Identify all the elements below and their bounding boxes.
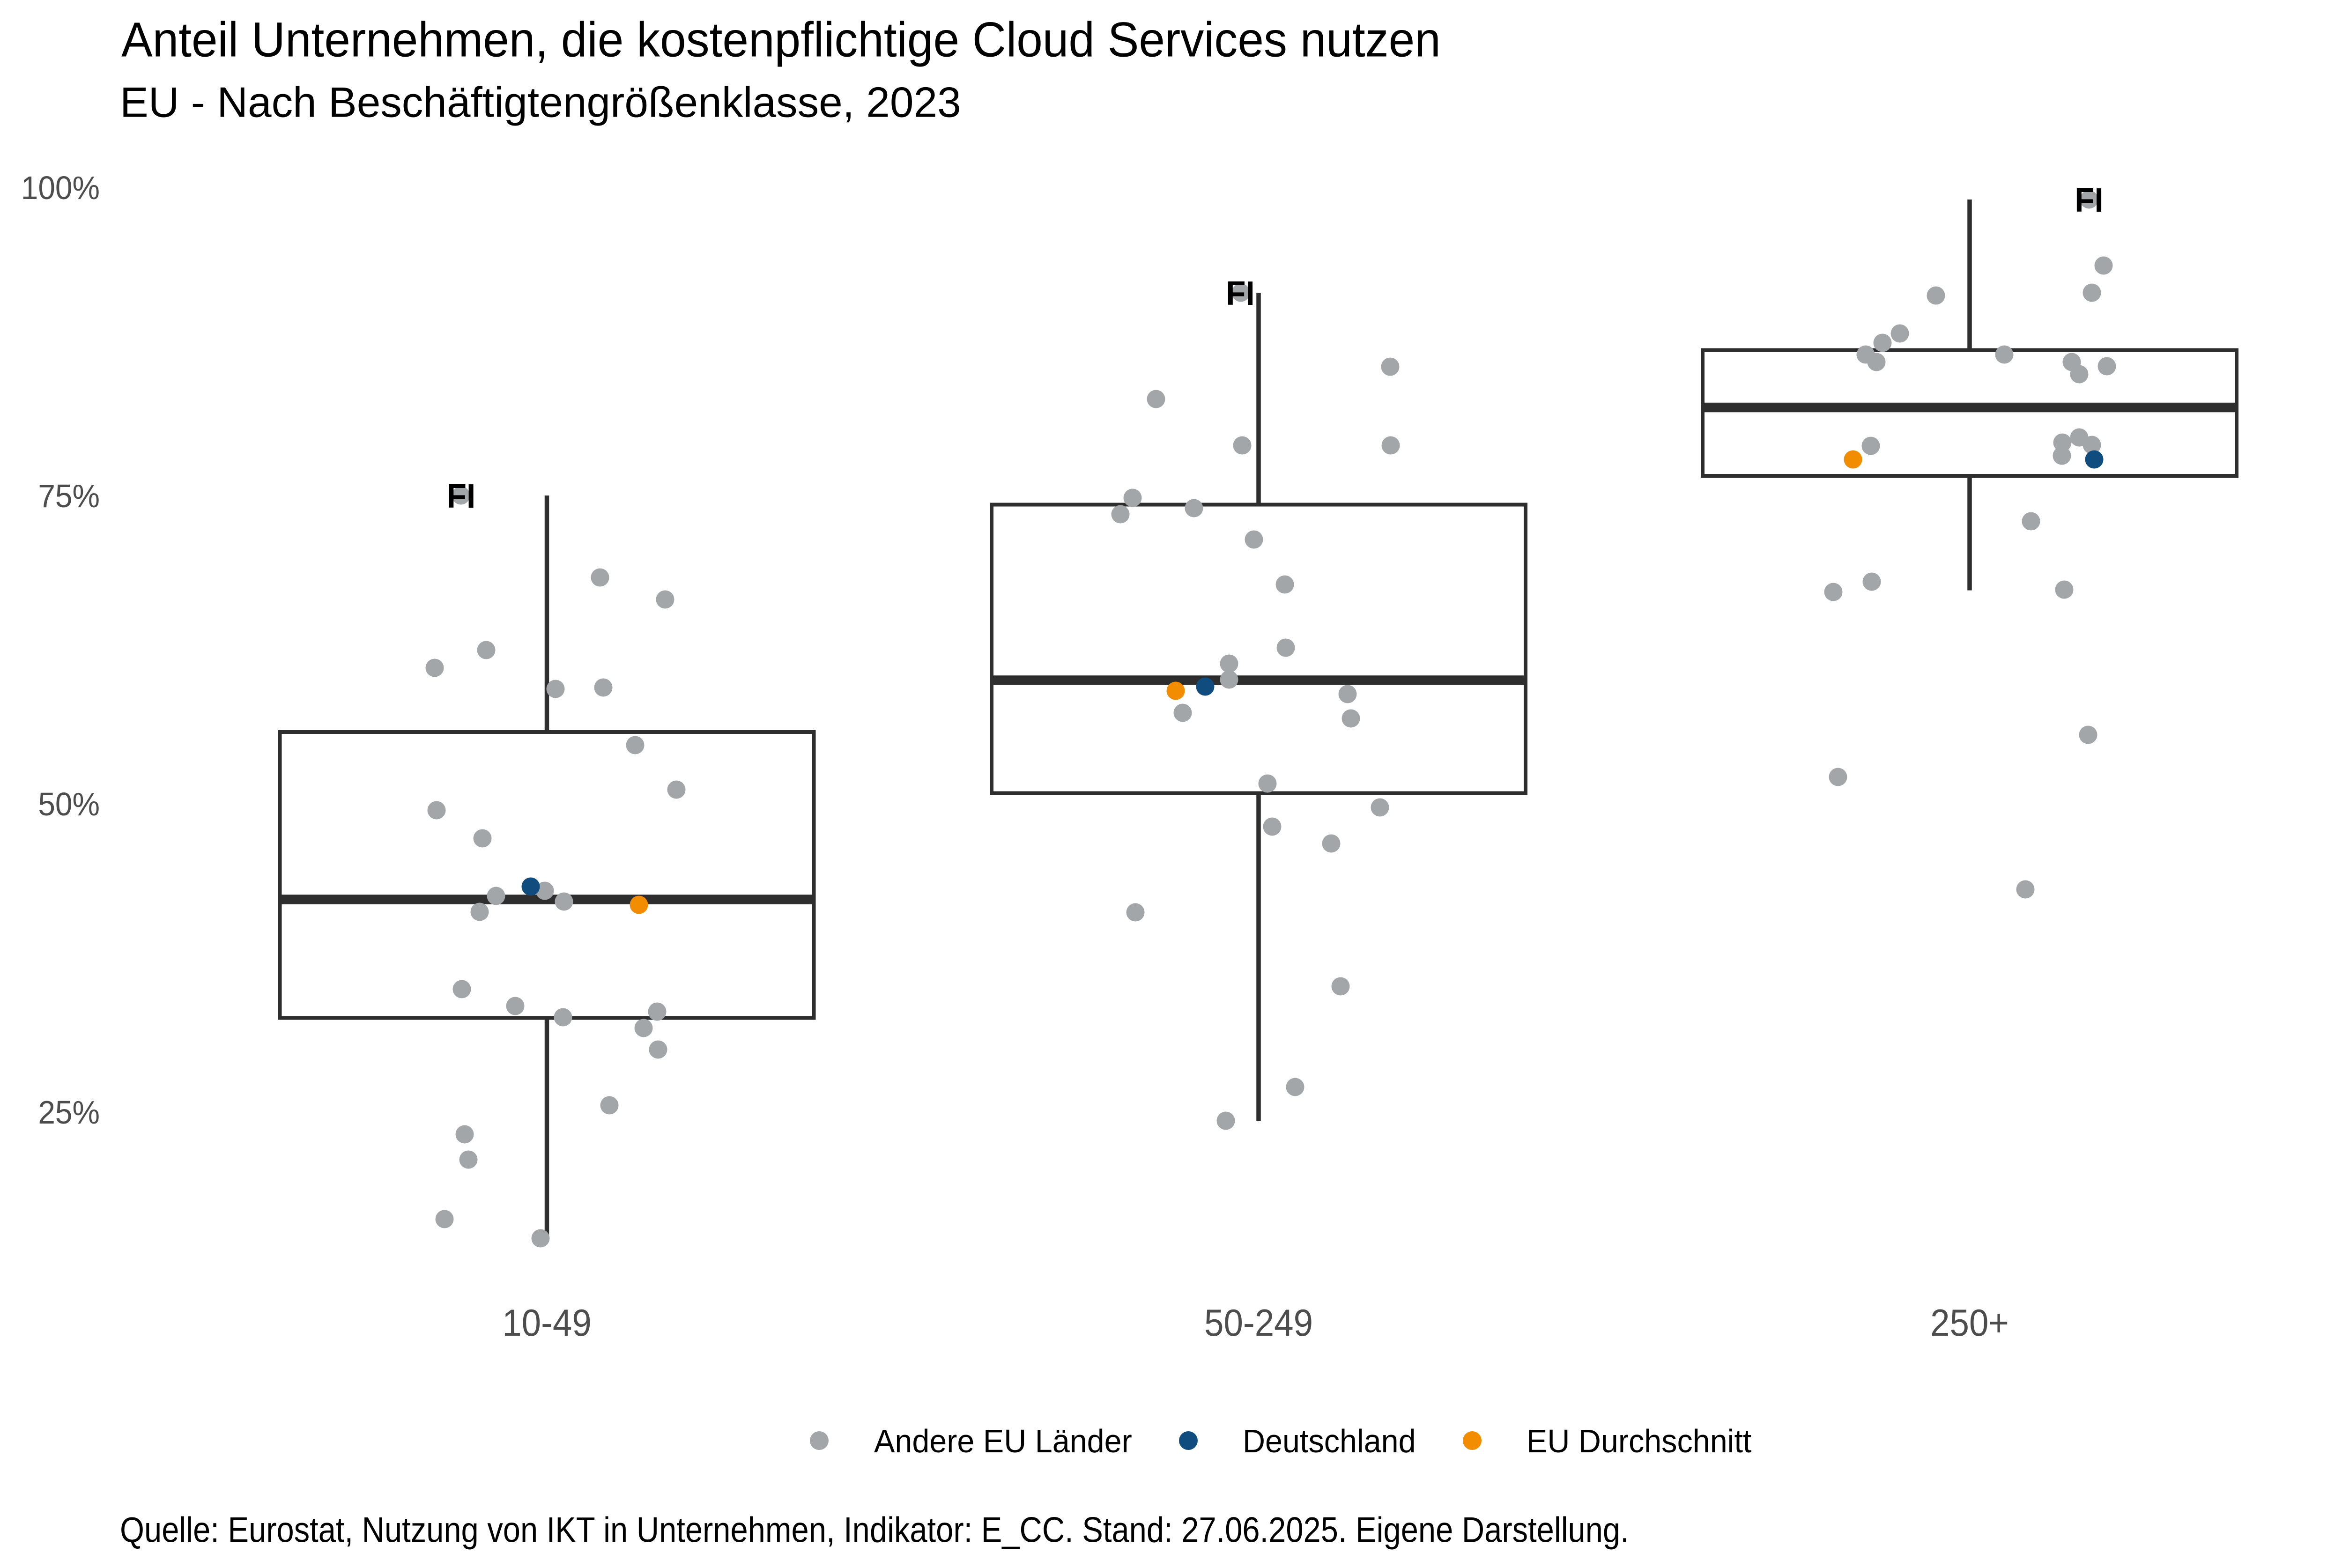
svg-text:100%: 100% (21, 170, 100, 206)
svg-text:25%: 25% (38, 1095, 100, 1131)
svg-text:Deutschland: Deutschland (1243, 1423, 1416, 1459)
svg-text:Quelle: Eurostat, Nutzung von: Quelle: Eurostat, Nutzung von IKT in Unt… (120, 1510, 1629, 1550)
svg-text:FI: FI (1226, 274, 1254, 312)
svg-text:75%: 75% (38, 478, 100, 514)
svg-text:10-49: 10-49 (502, 1302, 592, 1344)
svg-text:FI: FI (447, 477, 475, 515)
svg-text:250+: 250+ (1930, 1302, 2009, 1344)
svg-text:Anteil Unternehmen, die kosten: Anteil Unternehmen, die kostenpflichtige… (121, 12, 1441, 67)
svg-text:EU Durchschnitt: EU Durchschnitt (1527, 1423, 1751, 1459)
svg-text:FI: FI (2075, 181, 2103, 219)
svg-text:Andere EU Länder: Andere EU Länder (874, 1423, 1132, 1459)
svg-text:50-249: 50-249 (1204, 1302, 1313, 1344)
svg-text:EU - Nach Beschäftigtengrößenk: EU - Nach Beschäftigtengrößenklasse, 202… (120, 79, 961, 126)
svg-text:50%: 50% (38, 786, 100, 822)
